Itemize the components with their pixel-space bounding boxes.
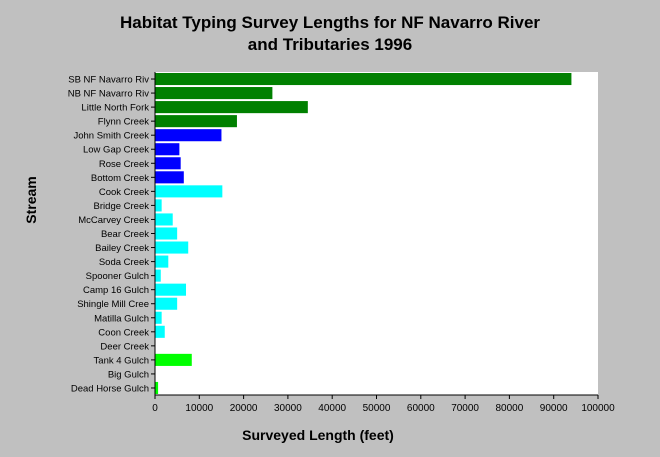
category-label: Matilla Gulch (94, 313, 149, 324)
category-label: Bailey Creek (95, 243, 149, 254)
x-tick-label: 100000 (581, 403, 615, 414)
x-ticks-group: 0 10000 20000 30000 40000 50000 60000 70000 8000… (152, 395, 615, 414)
bar (155, 115, 237, 128)
x-tick-label: 0 (152, 403, 158, 414)
x-tick-label: 80000 (495, 403, 523, 414)
bar (155, 72, 572, 86)
category-label: Cook Creek (99, 187, 149, 198)
bar (155, 171, 184, 184)
category-label: SB NF Navarro Riv (68, 75, 149, 86)
x-tick-label: 90000 (540, 403, 568, 414)
bar (155, 199, 162, 212)
x-tick-label: 70000 (451, 403, 479, 414)
x-tick-label: 60000 (407, 403, 435, 414)
category-label: Soda Creek (99, 257, 149, 268)
category-label: Camp 16 Gulch (83, 285, 149, 296)
category-labels-group: SB NF Navarro Riv NB NF Navarro Riv Little… (68, 75, 155, 394)
x-tick-label: 10000 (185, 403, 213, 414)
x-tick-label: 50000 (363, 403, 391, 414)
category-label: Rose Creek (99, 159, 149, 170)
category-label: Spooner Gulch (86, 271, 149, 282)
bar (155, 241, 189, 254)
category-label: Bridge Creek (94, 201, 150, 212)
y-axis-label: Stream (23, 176, 39, 223)
bar (155, 255, 169, 268)
bar (155, 157, 181, 170)
bar (155, 227, 178, 240)
category-label: Tank 4 Gulch (94, 355, 149, 366)
bar (155, 297, 178, 310)
bar (155, 269, 161, 282)
bar (155, 353, 192, 366)
bar (155, 87, 273, 100)
category-label: Coon Creek (98, 327, 149, 338)
bar (155, 143, 180, 156)
category-label: Flynn Creek (98, 117, 149, 128)
category-label: Low Gap Creek (83, 145, 149, 156)
category-label: Dead Horse Gulch (71, 383, 149, 394)
category-label: Shingle Mill Cree (77, 299, 149, 310)
category-label: Bear Creek (101, 229, 149, 240)
category-label: McCarvey Creek (78, 215, 149, 226)
bar (155, 381, 159, 395)
bar (155, 325, 165, 338)
category-label: John Smith Creek (73, 131, 149, 142)
category-label: Big Gulch (108, 369, 149, 380)
category-label: Little North Fork (81, 103, 149, 114)
x-tick-label: 30000 (274, 403, 302, 414)
bar (155, 283, 187, 296)
bars-group (155, 72, 572, 395)
bar (155, 129, 222, 142)
bar (155, 311, 162, 324)
chart-title-line1: Habitat Typing Survey Lengths for NF Nav… (119, 13, 541, 32)
bar (155, 185, 223, 198)
x-axis-label: Surveyed Length (feet) (242, 427, 394, 443)
x-tick-label: 40000 (318, 403, 346, 414)
category-label: Deer Creek (100, 341, 149, 352)
bar (155, 101, 308, 114)
x-tick-label: 20000 (230, 403, 258, 414)
category-label: Bottom Creek (91, 173, 149, 184)
chart-title-line2: and Tributaries 1996 (247, 35, 413, 54)
category-label: NB NF Navarro Riv (68, 89, 150, 100)
bar (155, 213, 173, 226)
